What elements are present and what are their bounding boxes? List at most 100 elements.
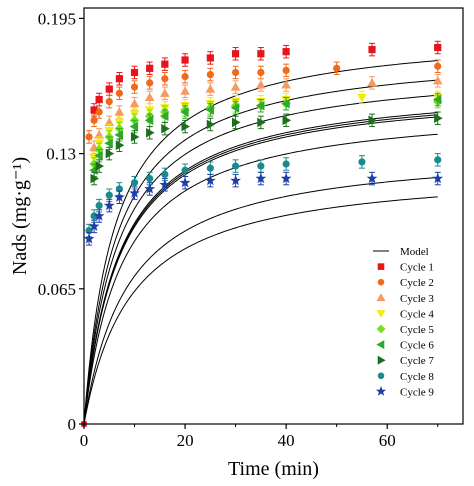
x-tick-label: 20 (177, 431, 194, 450)
data-point (432, 94, 442, 105)
data-point (144, 183, 156, 194)
data-point (115, 89, 123, 97)
y-tick-label: 0.065 (38, 280, 76, 299)
legend-marker (376, 293, 386, 302)
data-point (130, 179, 139, 187)
data-point (161, 60, 169, 68)
data-point (206, 54, 214, 62)
data-point (205, 105, 214, 115)
model-curve (83, 114, 438, 425)
data-point (146, 127, 155, 138)
data-point (130, 132, 140, 142)
model-curve (83, 176, 438, 425)
x-tick-label: 40 (278, 431, 295, 450)
data-point (181, 166, 189, 174)
series-cycle-8 (83, 153, 442, 425)
data-point (280, 172, 292, 184)
data-point (434, 43, 442, 52)
data-point (159, 111, 169, 121)
data-point (161, 170, 169, 178)
series-cycle-7 (83, 111, 443, 425)
legend-marker (375, 386, 387, 396)
data-point (160, 88, 170, 97)
data-point (88, 220, 100, 231)
data-point (281, 98, 290, 109)
data-point (257, 117, 266, 128)
legend-marker (377, 278, 385, 286)
y-axis-label: Nads (mg·g⁻¹) (9, 157, 31, 275)
data-point (257, 50, 265, 58)
data-point (129, 187, 140, 198)
x-axis-label: Time (min) (228, 458, 319, 480)
y-tick-label: 0 (68, 415, 77, 434)
data-point (432, 172, 444, 184)
data-point (93, 210, 105, 221)
data-point (180, 86, 190, 95)
data-point (105, 85, 113, 93)
data-point (357, 93, 367, 103)
data-point (130, 83, 139, 91)
data-point (114, 107, 125, 116)
data-point (95, 202, 103, 210)
data-point (230, 174, 241, 186)
series-cycle-5 (83, 94, 443, 425)
legend-label: Cycle 5 (400, 324, 434, 336)
data-point (205, 84, 216, 93)
legend-label: Cycle 1 (400, 262, 434, 274)
data-point (434, 156, 442, 164)
legend-model-label: Model (400, 246, 429, 258)
series-cycle-4 (83, 90, 443, 425)
series-cycle-2 (83, 59, 442, 425)
data-point (367, 77, 377, 87)
data-point (255, 100, 265, 111)
model-curve (83, 60, 438, 425)
model-curve (83, 79, 438, 425)
data-point (90, 173, 100, 184)
data-point (144, 115, 154, 126)
data-point (144, 92, 155, 102)
plot-area (81, 40, 444, 427)
data-point (432, 75, 443, 85)
data-point (206, 119, 216, 130)
data-point (113, 191, 125, 202)
data-point (114, 130, 123, 140)
y-tick-label: 0.13 (46, 145, 76, 164)
data-point (115, 75, 123, 83)
data-point (282, 115, 292, 126)
model-curve (83, 116, 438, 425)
data-point (161, 123, 170, 134)
data-point (83, 233, 95, 244)
legend: Model Cycle 1 Cycle 2 Cycle 3 Cycle 4 Cycle 5… (373, 246, 434, 398)
legend-marker (376, 340, 385, 350)
data-point (181, 121, 190, 132)
data-point (105, 191, 113, 199)
data-point (95, 95, 103, 104)
model-curve (83, 112, 438, 425)
data-point (115, 140, 125, 151)
data-point (129, 121, 139, 132)
legend-label: Cycle 6 (400, 340, 434, 352)
data-point (90, 116, 98, 124)
data-point (282, 160, 290, 168)
data-point (204, 174, 216, 186)
data-point (232, 50, 240, 58)
axes: 0 20 40 60 0 0.065 0.13 0.195 Time (min) Nads (mg… (9, 7, 464, 480)
data-point (95, 108, 103, 116)
data-point (434, 113, 443, 124)
data-point (368, 115, 377, 126)
data-point (206, 164, 214, 172)
data-point (434, 62, 442, 70)
data-point (257, 68, 265, 77)
data-point (95, 161, 105, 171)
data-point (85, 133, 93, 141)
data-point (146, 64, 154, 72)
data-point (255, 172, 267, 184)
data-point (282, 48, 290, 56)
data-point (257, 162, 265, 170)
legend-marker (376, 324, 386, 334)
data-point (232, 117, 241, 128)
legend-marker (377, 263, 385, 270)
plot-frame (83, 7, 464, 425)
data-point (366, 172, 378, 184)
